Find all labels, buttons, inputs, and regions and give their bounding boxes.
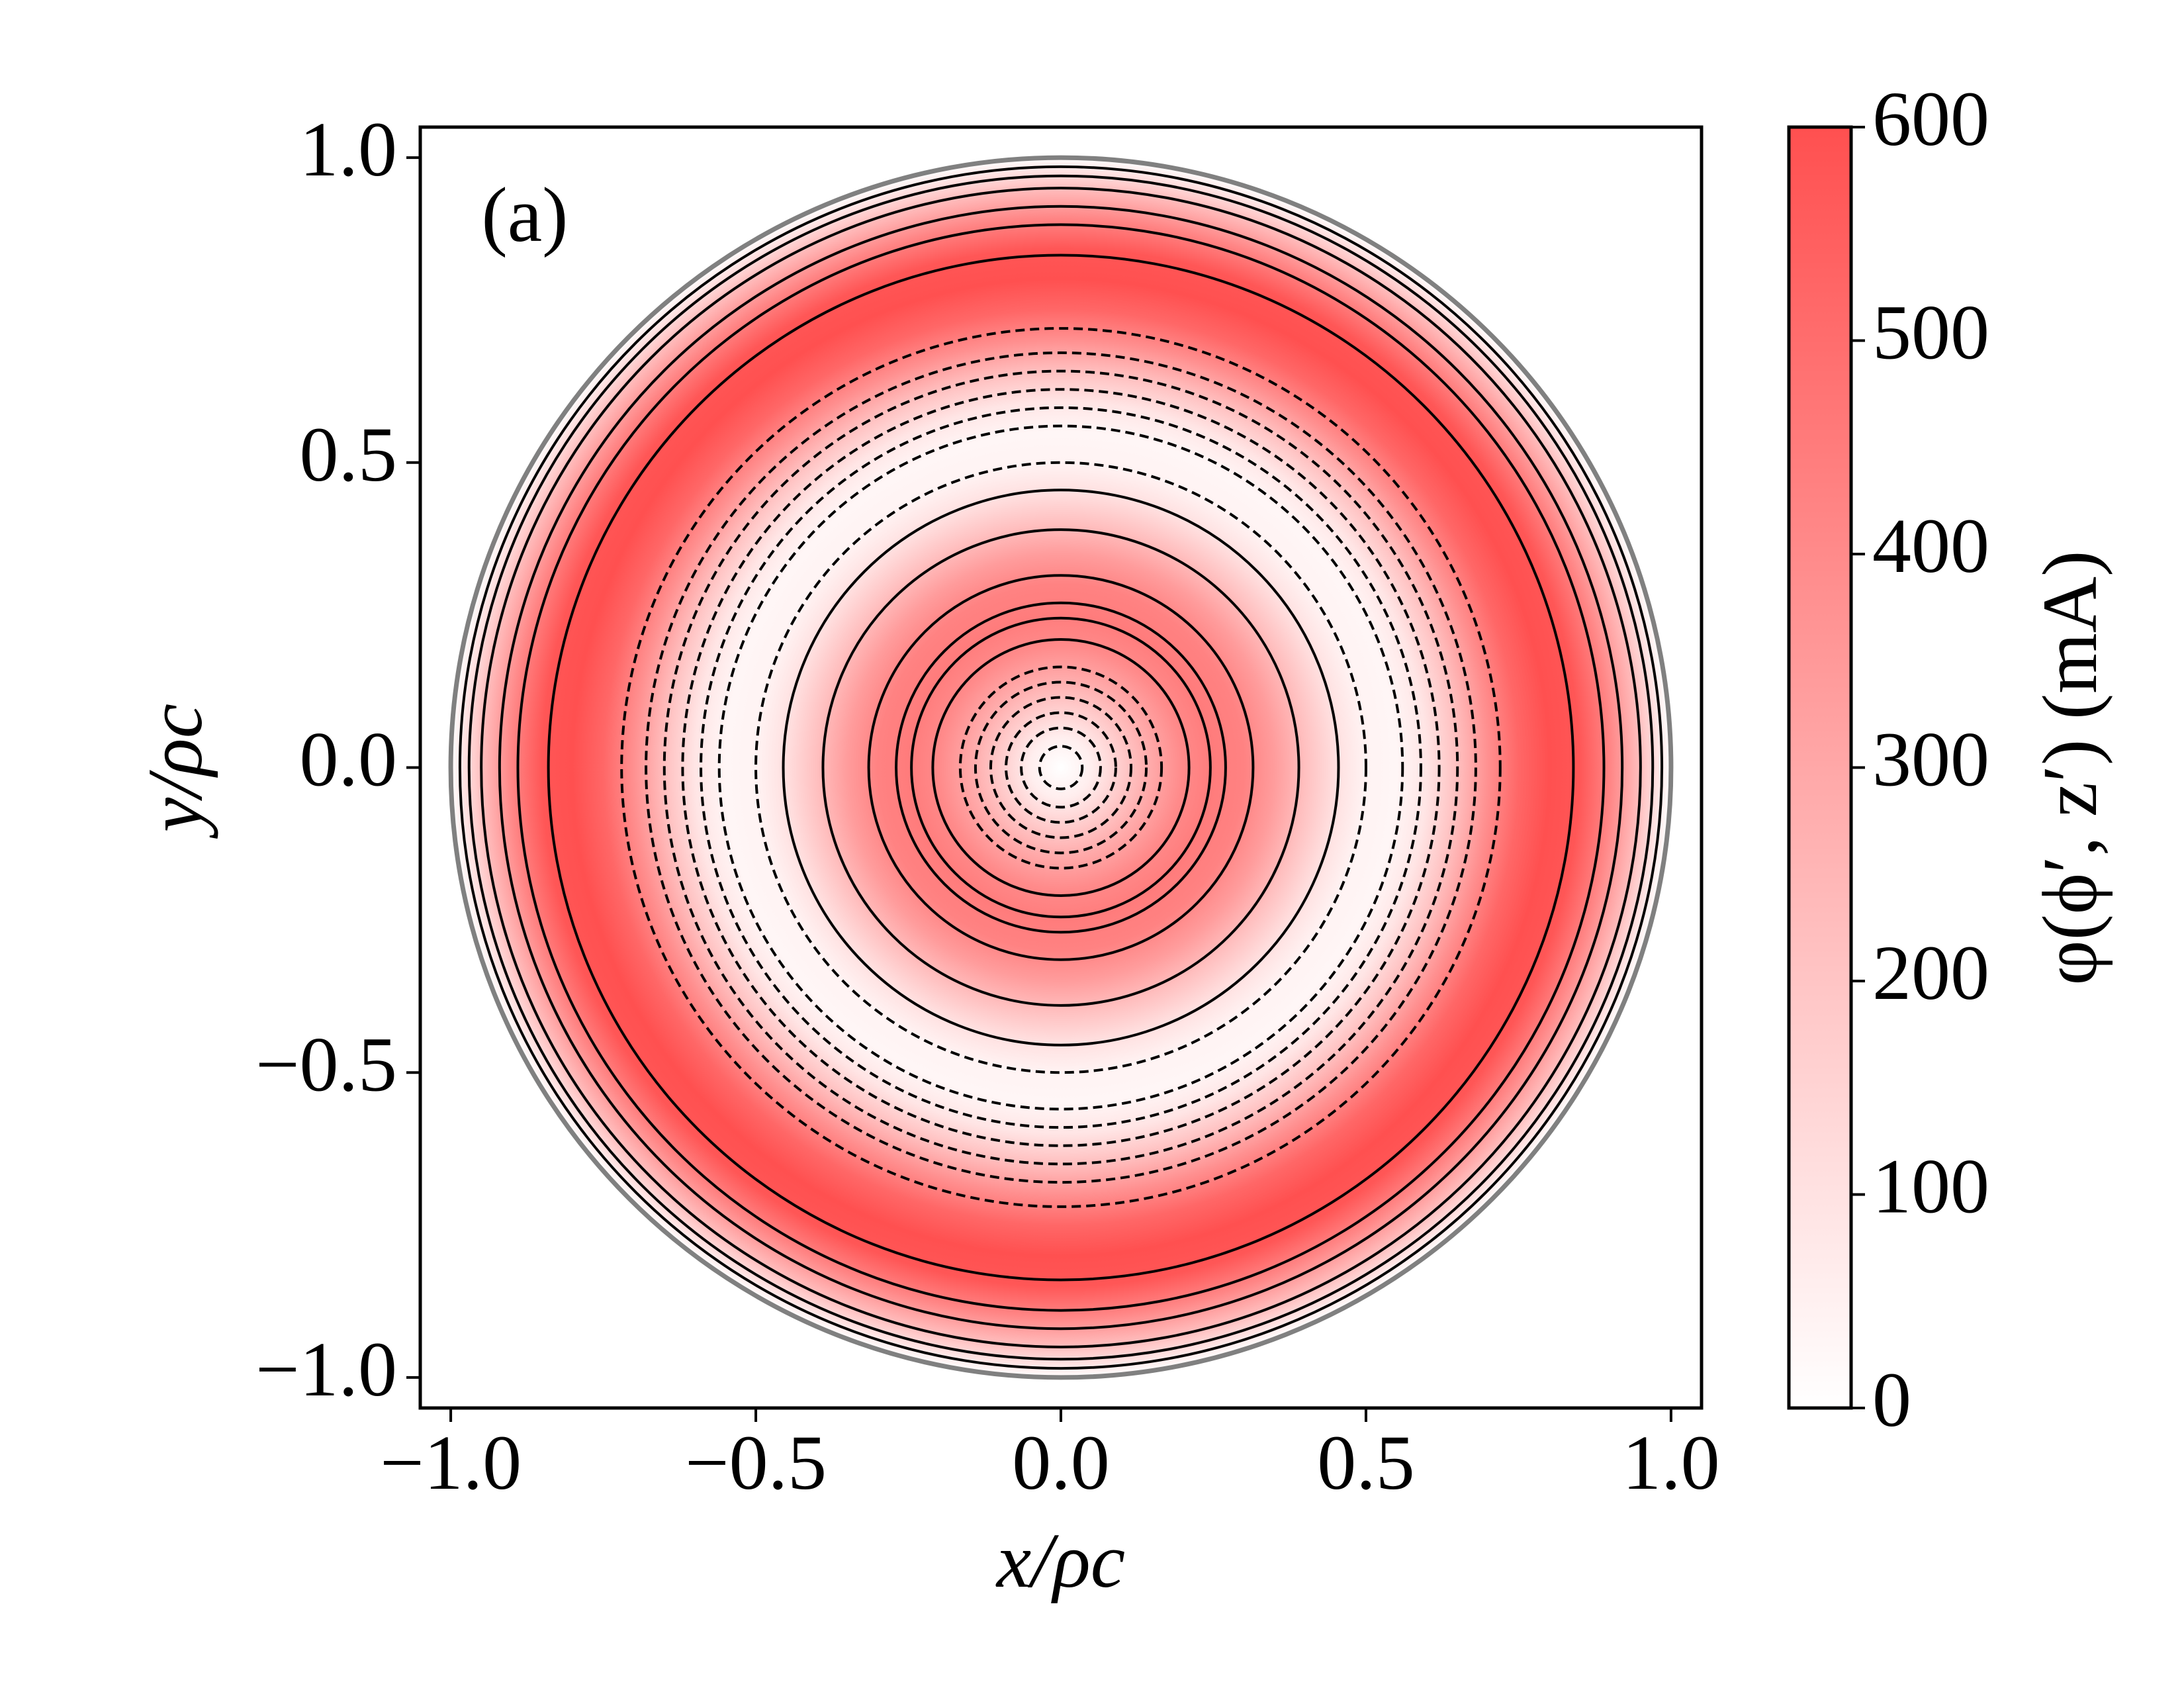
contour-line	[989, 696, 1133, 839]
x-tick-label: −0.5	[685, 1419, 827, 1506]
contour-line	[458, 165, 1664, 1370]
contour-line	[498, 205, 1624, 1331]
contour-line	[717, 424, 1404, 1111]
x-axis-label: x/ρc	[995, 1517, 1125, 1604]
contour-line	[821, 528, 1300, 1007]
colorbar-label: φ(ϕ′, z′) (mA)	[2026, 551, 2113, 986]
x-tick-label: 0.0	[1012, 1419, 1110, 1506]
x-tick-label: 0.5	[1317, 1419, 1415, 1506]
contour-line	[620, 327, 1502, 1208]
colorbar-tick-label: 300	[1872, 716, 1989, 803]
colorbar-tick-label: 600	[1872, 75, 1989, 162]
colorbar-tick-label: 500	[1872, 289, 1989, 376]
panel-label: (a)	[482, 171, 569, 258]
contour-line	[1020, 726, 1102, 809]
x-tick-label: 1.0	[1622, 1419, 1720, 1506]
contour-line	[958, 665, 1163, 870]
contour-line	[700, 406, 1422, 1129]
contour-line	[1005, 711, 1117, 824]
contour-line	[547, 254, 1575, 1282]
disk-boundary	[448, 155, 1674, 1380]
contour-line	[480, 187, 1642, 1348]
colorbar	[1787, 125, 1853, 1410]
contour-line	[645, 351, 1477, 1184]
contour-line	[931, 638, 1191, 897]
field-disk	[451, 158, 1671, 1378]
colorbar-tick-label: 100	[1872, 1143, 1989, 1230]
contour-line	[467, 174, 1655, 1361]
contour-line	[754, 461, 1367, 1074]
contour-line	[895, 601, 1227, 934]
colorbar-tick-label: 0	[1872, 1356, 1911, 1443]
colorbar-tick-label: 400	[1872, 502, 1989, 589]
contour-line	[681, 388, 1441, 1147]
contour-line	[974, 680, 1148, 855]
contour-line	[867, 574, 1255, 961]
x-tick-label: −1.0	[380, 1419, 522, 1506]
contour-line	[910, 616, 1212, 919]
y-tick-label: −0.5	[255, 1021, 397, 1107]
y-tick-label: −1.0	[255, 1326, 397, 1413]
contour-line	[662, 369, 1459, 1166]
y-axis-label: y/ρc	[132, 704, 218, 839]
y-tick-label: 1.0	[300, 106, 398, 193]
y-tick-label: 0.5	[300, 411, 398, 498]
colorbar-tick-label: 200	[1872, 929, 1989, 1016]
contour-line	[516, 223, 1606, 1312]
contour-line	[782, 489, 1340, 1047]
y-tick-label: 0.0	[300, 716, 398, 803]
contour-line	[1038, 745, 1084, 790]
